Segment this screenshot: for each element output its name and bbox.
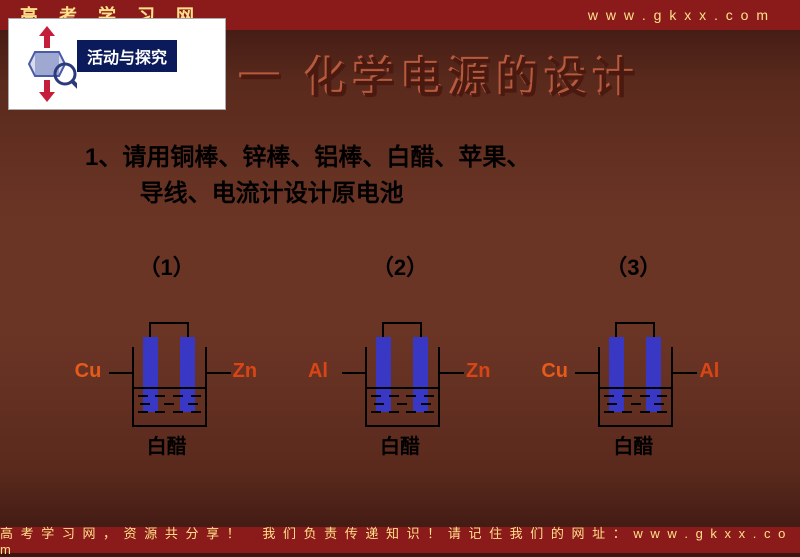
cell-number: （2）	[300, 250, 500, 282]
liquid	[134, 387, 205, 425]
question-line-2: 导线、电流计设计原电池	[85, 176, 530, 212]
question-line-1: 1、请用铜棒、锌棒、铝棒、白醋、苹果、	[85, 140, 530, 176]
liquid	[600, 387, 671, 425]
solution-label: 白醋	[300, 430, 500, 459]
bottom-text: 高 考 学 习 网 ， 资 源 共 分 享 ！ 我 们 负 责 传 递 知 识 …	[0, 523, 800, 557]
site-url: w w w . g k x x . c o m	[588, 7, 770, 23]
solution-label: 白醋	[533, 430, 733, 459]
lead-right	[207, 372, 231, 374]
lead-left	[575, 372, 599, 374]
lead-left	[109, 372, 133, 374]
bottom-bar: 高 考 学 习 网 ， 资 源 共 分 享 ！ 我 们 负 责 传 递 知 识 …	[0, 527, 800, 553]
right-element-label: Zn	[233, 360, 257, 383]
lead-left	[342, 372, 366, 374]
question-text: 1、请用铜棒、锌棒、铝棒、白醋、苹果、 导线、电流计设计原电池	[85, 140, 530, 212]
cells-row: （1） Cu Zn 白醋 （2）	[0, 250, 800, 452]
cell-diagram: Al Zn 白醋	[300, 292, 500, 452]
lead-right	[673, 372, 697, 374]
main-title: 一 化学电源的设计	[240, 45, 642, 106]
left-element-label: Cu	[75, 360, 102, 383]
liquid	[367, 387, 438, 425]
cell-diagram: Cu Zn 白醋	[67, 292, 267, 452]
cell-number: （1）	[67, 250, 267, 282]
left-element-label: Cu	[541, 360, 568, 383]
cell-2: （2） Al Zn 白醋	[300, 250, 500, 452]
cell-number: （3）	[533, 250, 733, 282]
lead-right	[440, 372, 464, 374]
logo-label: 活动与探究	[77, 40, 177, 72]
right-element-label: Zn	[466, 360, 490, 383]
solution-label: 白醋	[67, 430, 267, 459]
logo-icon	[17, 24, 77, 104]
cell-diagram: Cu Al 白醋	[533, 292, 733, 452]
right-element-label: Al	[699, 360, 719, 383]
activity-logo: 活动与探究	[8, 18, 226, 110]
cell-1: （1） Cu Zn 白醋	[67, 250, 267, 452]
cell-3: （3） Cu Al 白醋	[533, 250, 733, 452]
left-element-label: Al	[308, 360, 328, 383]
